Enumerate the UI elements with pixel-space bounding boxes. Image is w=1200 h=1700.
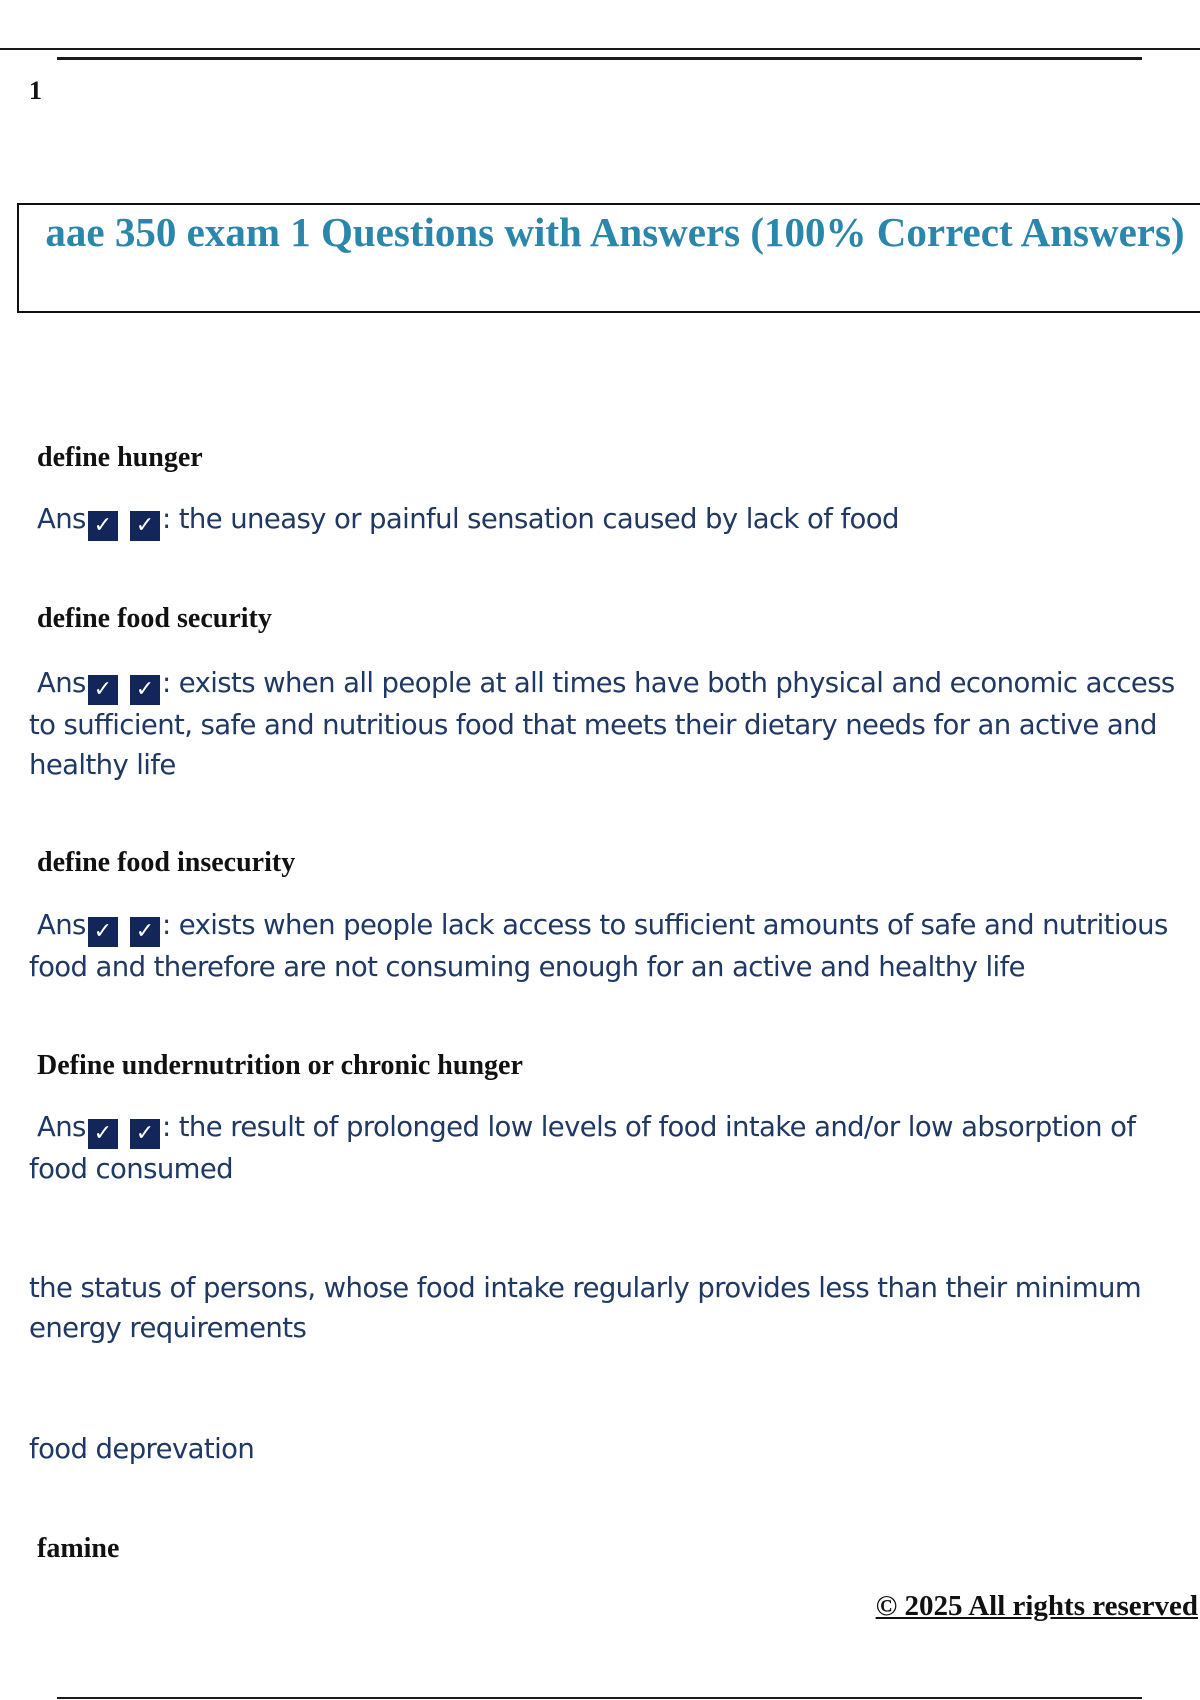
question: define food security [37,603,272,634]
answer-text: : exists when people lack access to suff… [29,909,1168,983]
checkbox-checked-icon: ✓ [87,1119,118,1149]
checkbox-checked-icon: ✓ [87,511,118,541]
checkbox-checked-icon: ✓ [129,511,160,541]
answer-prefix: Ans [37,667,86,699]
page-number: 1 [29,76,42,105]
checkbox-checked-icon: ✓ [129,675,160,705]
checkbox-checked-icon: ✓ [129,917,160,947]
answer: Ans ✓ ✓: exists when all people at all ti… [29,663,1194,785]
answer-prefix: Ans [37,503,86,535]
footer-rule [57,1697,1142,1699]
answer-prefix: Ans [37,909,86,941]
question: define food insecurity [37,847,296,878]
checkbox-checked-icon: ✓ [129,1119,160,1149]
header-rule-inner [57,57,1142,60]
answer: Ans ✓ ✓: exists when people lack access t… [29,905,1194,987]
answer-prefix: Ans [37,1111,86,1143]
answer-text: : exists when all people at all times ha… [29,667,1175,781]
title-box [17,203,1200,313]
extra-answer-line: the status of persons, whose food intake… [29,1272,1142,1344]
copyright-footer: © 2025 All rights reserved [875,1590,1198,1622]
checkbox-checked-icon: ✓ [87,675,118,705]
header-rule-top [0,48,1200,50]
checkbox-checked-icon: ✓ [87,917,118,947]
question: define hunger [37,442,203,473]
answer-text: : the uneasy or painful sensation caused… [161,503,900,535]
question: famine [37,1533,120,1564]
question: Define undernutrition or chronic hunger [37,1050,523,1081]
answer-text: : the result of prolonged low levels of … [29,1111,1136,1185]
answer: Ans ✓ ✓: the result of prolonged low leve… [29,1107,1194,1189]
answer: Ans ✓ ✓: the uneasy or painful sensation … [29,499,1194,541]
extra-answer-line: food deprevation [29,1433,255,1465]
document-title: aae 350 exam 1 Questions with Answers (1… [45,209,1185,255]
